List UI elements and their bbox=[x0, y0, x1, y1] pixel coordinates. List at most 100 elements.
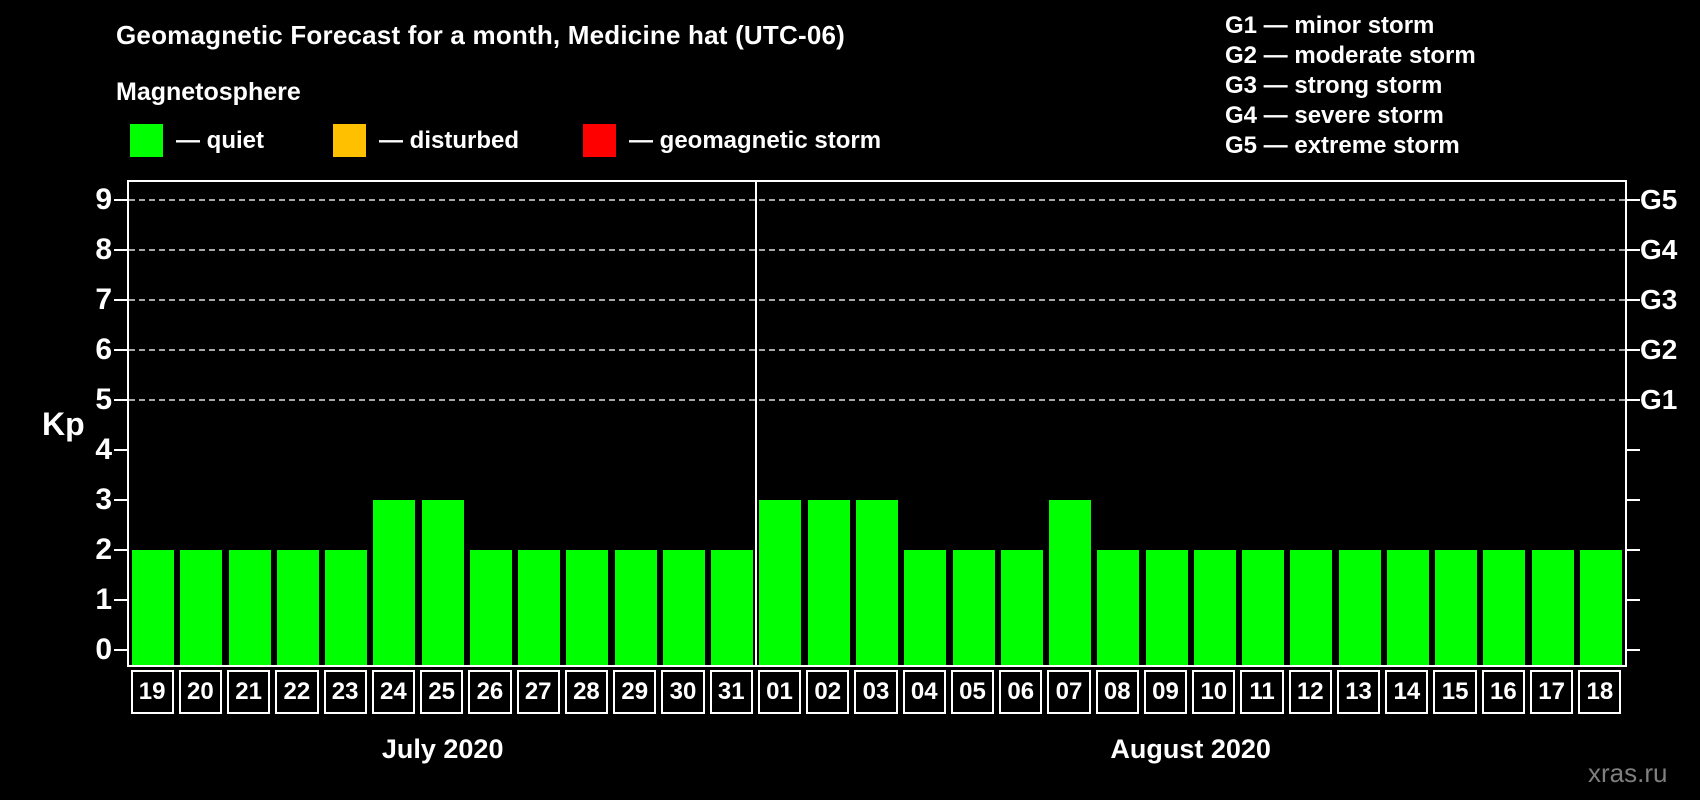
right-axis-label-g1: G1 bbox=[1640, 384, 1678, 415]
day-label-23: 23 bbox=[323, 670, 367, 714]
legend-label-disturbed: — disturbed bbox=[379, 126, 520, 154]
y-axis-label-2: 2 bbox=[95, 533, 112, 566]
y-axis-tick-left-1 bbox=[114, 599, 127, 601]
y-axis-tick-left-6 bbox=[114, 349, 127, 351]
day-label-19: 19 bbox=[130, 670, 174, 714]
y-axis-tick-right-0 bbox=[1627, 649, 1640, 651]
legend-item-disturbed: — disturbed bbox=[333, 124, 519, 157]
kp-bar-28 bbox=[566, 550, 609, 665]
kp-bar-03 bbox=[856, 500, 898, 665]
kp-bar-26 bbox=[469, 550, 512, 665]
day-label-02: 02 bbox=[806, 670, 850, 714]
month-label-0: July 2020 bbox=[381, 734, 504, 764]
kp-bar-04 bbox=[904, 550, 947, 665]
day-label-10: 10 bbox=[1192, 670, 1236, 714]
storm-color-swatch bbox=[583, 124, 616, 157]
legend-label-quiet: — quiet bbox=[176, 126, 264, 154]
day-label-30: 30 bbox=[661, 670, 705, 714]
y-axis-tick-right-2 bbox=[1627, 549, 1640, 551]
day-label-18: 18 bbox=[1578, 670, 1622, 714]
day-label-28: 28 bbox=[564, 670, 609, 714]
g2-legend-line: G2 — moderate storm bbox=[1225, 42, 1476, 69]
kp-bar-18 bbox=[1579, 550, 1622, 665]
g3-legend-line: G3 — strong storm bbox=[1225, 72, 1443, 99]
plot-area bbox=[127, 180, 1627, 667]
kp-bar-23 bbox=[325, 550, 368, 665]
day-label-05: 05 bbox=[950, 670, 995, 714]
disturbed-color-swatch bbox=[333, 124, 366, 157]
day-label-20: 20 bbox=[178, 670, 222, 714]
right-axis-label-g5: G5 bbox=[1640, 184, 1678, 215]
y-axis-label-7: 7 bbox=[95, 283, 112, 316]
kp-bar-09 bbox=[1145, 550, 1188, 665]
legend-label-geomagnetic-storm: — geomagnetic storm bbox=[629, 126, 882, 154]
kp-bar-12 bbox=[1290, 550, 1333, 665]
day-label-22: 22 bbox=[275, 670, 319, 714]
quiet-color-swatch bbox=[130, 124, 163, 157]
kp-bar-06 bbox=[1000, 550, 1043, 665]
month-label-1: August 2020 bbox=[1110, 734, 1271, 764]
kp-bar-10 bbox=[1193, 550, 1236, 665]
day-label-12: 12 bbox=[1288, 670, 1332, 714]
kp-bar-13 bbox=[1338, 550, 1381, 665]
gridline-kp-8 bbox=[129, 249, 1625, 251]
y-axis-tick-left-5 bbox=[114, 399, 127, 401]
month-divider bbox=[755, 182, 758, 665]
kp-bar-31 bbox=[711, 550, 754, 665]
kp-bar-24 bbox=[373, 500, 416, 665]
magnetosphere-legend-title: Magnetosphere bbox=[116, 78, 301, 106]
y-axis-label-8: 8 bbox=[95, 233, 112, 266]
kp-bar-15 bbox=[1435, 550, 1478, 665]
y-axis-title: Kp bbox=[42, 406, 85, 442]
right-axis-label-g2: G2 bbox=[1640, 334, 1678, 365]
day-label-04: 04 bbox=[902, 670, 946, 714]
day-label-21: 21 bbox=[227, 670, 271, 714]
day-label-29: 29 bbox=[613, 670, 657, 714]
day-label-07: 07 bbox=[1047, 670, 1091, 714]
kp-bar-16 bbox=[1483, 550, 1526, 665]
y-axis-label-0: 0 bbox=[95, 633, 112, 666]
kp-bar-08 bbox=[1097, 550, 1140, 665]
y-axis-tick-right-8 bbox=[1627, 249, 1640, 251]
g4-legend-line: G4 — severe storm bbox=[1225, 102, 1444, 129]
kp-bar-30 bbox=[662, 550, 705, 665]
y-axis-tick-left-8 bbox=[114, 249, 127, 251]
day-label-09: 09 bbox=[1143, 670, 1188, 714]
y-axis-tick-left-0 bbox=[114, 649, 127, 651]
day-label-16: 16 bbox=[1481, 670, 1525, 714]
y-axis-label-9: 9 bbox=[95, 183, 112, 216]
right-axis-label-g4: G4 bbox=[1640, 234, 1678, 265]
y-axis-tick-right-4 bbox=[1627, 449, 1640, 451]
day-label-24: 24 bbox=[371, 670, 416, 714]
y-axis-tick-right-6 bbox=[1627, 349, 1640, 351]
g1-legend-line: G1 — minor storm bbox=[1225, 12, 1435, 39]
day-label-31: 31 bbox=[709, 670, 753, 714]
kp-bar-05 bbox=[952, 550, 995, 665]
gridline-kp-5 bbox=[129, 399, 1625, 401]
legend-item-quiet: — quiet bbox=[130, 124, 264, 157]
day-label-14: 14 bbox=[1385, 670, 1429, 714]
y-axis-tick-right-9 bbox=[1627, 199, 1640, 201]
legend-item-geomagnetic-storm: — geomagnetic storm bbox=[583, 124, 881, 157]
day-label-03: 03 bbox=[854, 670, 898, 714]
y-axis-tick-left-9 bbox=[114, 199, 127, 201]
y-axis-label-1: 1 bbox=[95, 583, 112, 616]
y-axis-tick-left-7 bbox=[114, 299, 127, 301]
y-axis-label-3: 3 bbox=[95, 483, 112, 516]
gridline-kp-7 bbox=[129, 299, 1625, 301]
gridline-kp-9 bbox=[129, 199, 1625, 201]
y-axis-tick-right-3 bbox=[1627, 499, 1640, 501]
y-axis-tick-right-1 bbox=[1627, 599, 1640, 601]
kp-bar-14 bbox=[1386, 550, 1429, 665]
kp-bar-20 bbox=[180, 550, 223, 665]
y-axis-tick-right-5 bbox=[1627, 399, 1640, 401]
kp-bar-27 bbox=[518, 550, 561, 665]
y-axis-tick-left-2 bbox=[114, 549, 127, 551]
kp-bar-22 bbox=[276, 550, 319, 665]
watermark: xras.ru bbox=[1588, 758, 1668, 788]
kp-bar-07 bbox=[1049, 500, 1092, 665]
day-label-01: 01 bbox=[757, 670, 802, 714]
kp-bar-11 bbox=[1242, 550, 1285, 665]
kp-bar-21 bbox=[228, 550, 271, 665]
y-axis-tick-left-3 bbox=[114, 499, 127, 501]
